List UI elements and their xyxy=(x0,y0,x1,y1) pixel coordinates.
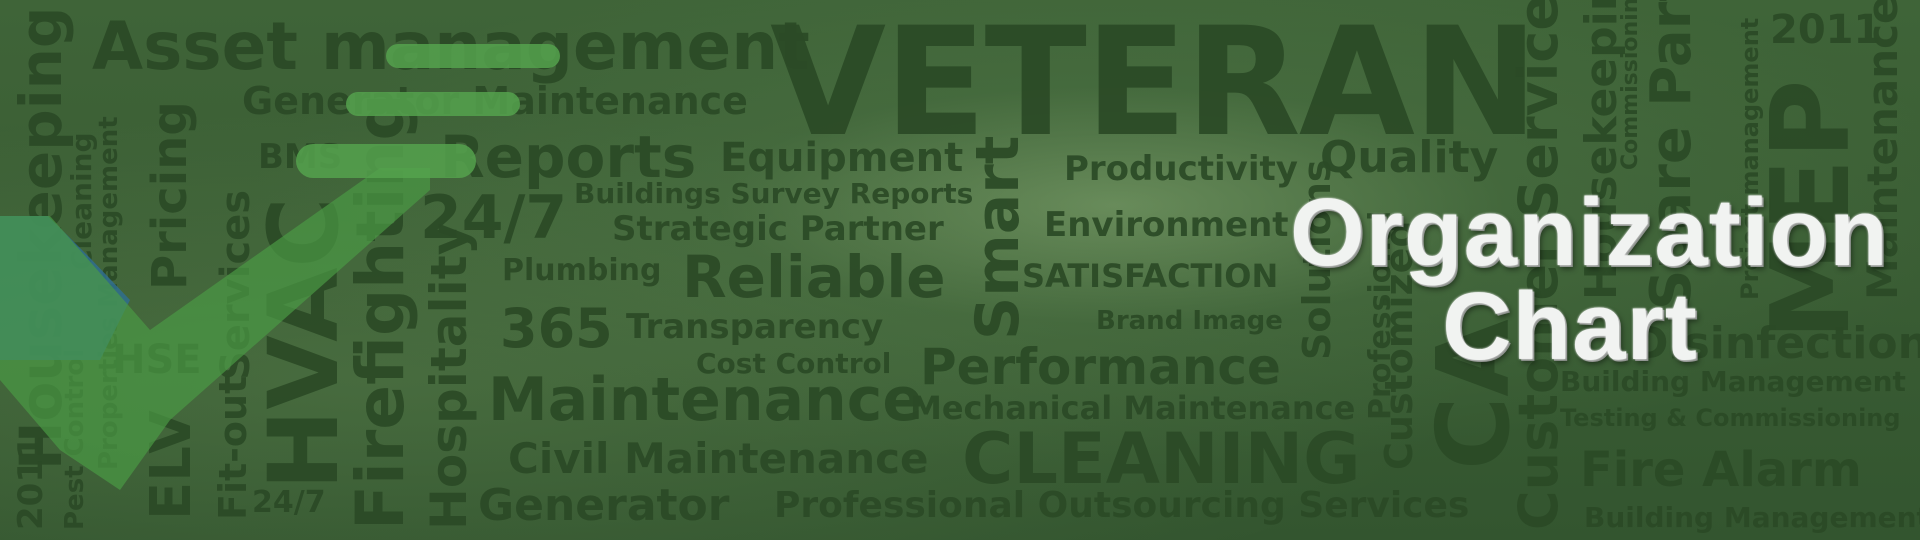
company-logo-checkmark xyxy=(0,44,560,490)
word-disinfection: Disinfection xyxy=(1632,318,1920,369)
word-performance: Performance xyxy=(920,338,1281,396)
word-transparency: Transparency xyxy=(626,307,884,347)
word-generator: Generator xyxy=(478,480,730,531)
word-smart-vertical: Smart xyxy=(963,135,1033,341)
title-line-organization: Organization xyxy=(1290,179,1889,286)
word-cost-control: Cost Control xyxy=(696,347,892,380)
word-veteran: VETERAN xyxy=(770,0,1538,170)
word-24-7-bottom: 24/7 xyxy=(252,485,326,520)
word-building-management: Building Management xyxy=(1560,365,1906,398)
word-quality: Quality xyxy=(1320,132,1499,183)
word-equipment: Equipment xyxy=(720,135,964,181)
word-satisfaction: SATISFACTION xyxy=(1022,257,1279,295)
word-building-management-bottom: Building Management xyxy=(1584,501,1920,534)
word-strategic-partner: Strategic Partner xyxy=(612,209,944,249)
word-brand-image: Brand Image xyxy=(1096,306,1283,336)
word-365: 365 xyxy=(500,297,613,360)
word-environment: Environment xyxy=(1044,205,1289,245)
word-24-7: 24/7 xyxy=(420,183,568,253)
banner-title: Organization Chart xyxy=(1290,179,1889,381)
word-cleaning: CLEANING xyxy=(962,418,1361,500)
logo-stripe-1 xyxy=(386,44,560,68)
word-productivity: Productivity xyxy=(1064,149,1298,189)
word-buildings-survey-reports: Buildings Survey Reports xyxy=(574,177,974,210)
word-civil-maintenance: Civil Maintenance xyxy=(508,434,929,483)
word-professional-outsourcing-services: Professional Outsourcing Services xyxy=(774,485,1470,526)
word-reports: Reports xyxy=(440,123,697,191)
word-fire-alarm: Fire Alarm xyxy=(1580,442,1862,498)
word-reliable: Reliable xyxy=(682,243,946,311)
logo-green-check xyxy=(0,168,430,490)
word-mechanical-maintenance: Mechanical Maintenance xyxy=(910,389,1356,427)
word-plumbing: Plumbing xyxy=(502,253,662,288)
word-maintenance: Maintenance xyxy=(488,365,924,435)
word-2011: 2011 xyxy=(1770,7,1882,53)
logo-stripe-3 xyxy=(296,144,476,178)
title-line-chart: Chart xyxy=(1442,273,1698,381)
logo-stripe-2 xyxy=(346,92,520,116)
word-testing-commissioning: Testing & Commissioning xyxy=(1560,404,1901,432)
